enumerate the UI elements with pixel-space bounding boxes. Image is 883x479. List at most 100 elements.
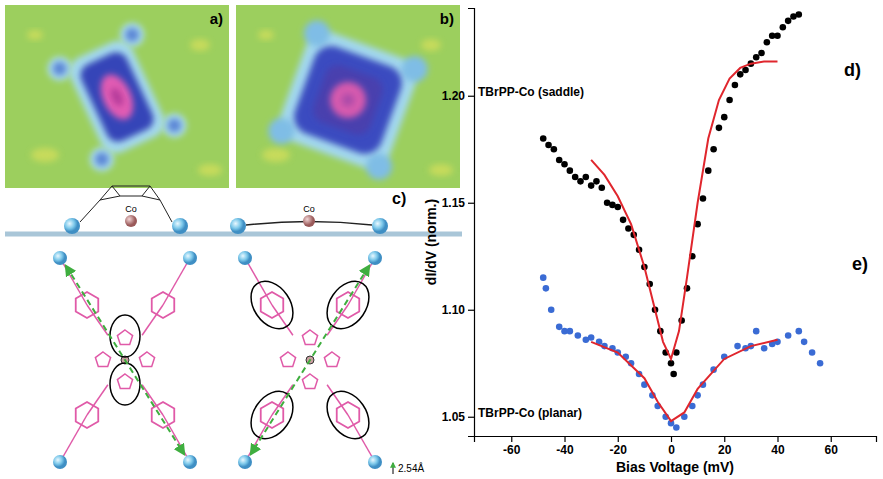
axis-line [468, 9, 475, 437]
figure: a)b)CoCo2.54Åc)-60-40-2002040601.051.101… [0, 0, 883, 479]
data-point [567, 167, 574, 174]
data-point [543, 285, 550, 292]
tick-mark [724, 436, 725, 442]
diagonal-arrow [66, 266, 184, 454]
series-label: TBrPP-Co (planar) [478, 406, 582, 420]
data-point [700, 195, 707, 202]
image-spot [27, 30, 43, 40]
pyrrole [324, 352, 339, 366]
br-bond [60, 258, 87, 305]
schematic: CoCo2.54Åc) [5, 186, 462, 474]
data-point [551, 146, 558, 153]
data-point [572, 174, 579, 181]
phenyl [76, 292, 99, 318]
br-bond [163, 415, 190, 462]
panel-label: c) [392, 190, 406, 207]
x-tick: 20 [718, 436, 732, 457]
diagonal-arrow [251, 266, 369, 454]
data-point [780, 24, 787, 31]
data-point [561, 161, 568, 168]
adatom [368, 455, 382, 469]
adatom [64, 218, 80, 234]
x-tick: 60 [825, 436, 839, 457]
highlight [318, 383, 377, 446]
pyrrole [302, 374, 317, 388]
center [94, 69, 140, 124]
data-point [753, 54, 760, 61]
image-spot [190, 39, 210, 51]
fit-line [591, 340, 777, 421]
tick-mark [468, 203, 474, 204]
phenyl [337, 402, 360, 428]
molecule-image [265, 17, 432, 184]
y-axis-title: dI/dV (norm.) [423, 199, 439, 285]
adatom [53, 251, 67, 265]
inner [310, 62, 387, 139]
y-tick: 1.05 [442, 410, 474, 424]
phenyl [261, 292, 284, 318]
y-axis: 1.051.101.151.20 [442, 9, 475, 437]
highlight [242, 273, 301, 336]
phenyl [152, 292, 175, 318]
highlight [110, 315, 140, 357]
pyrrole [117, 330, 132, 344]
data-point [614, 204, 621, 211]
body [289, 41, 407, 159]
lobe [300, 17, 333, 50]
data-point [764, 39, 771, 46]
data-point [705, 167, 712, 174]
data-point [577, 178, 584, 185]
scale-label: 2.54Å [398, 462, 424, 474]
center [325, 77, 371, 123]
x-tick: -20 [610, 436, 628, 457]
image-background [5, 5, 229, 188]
data-point [796, 11, 803, 18]
data-point [670, 371, 677, 378]
data-point [548, 306, 555, 313]
data-point [726, 97, 733, 104]
y-tick: 1.20 [442, 89, 474, 103]
data-point [583, 174, 590, 181]
data-point [588, 182, 595, 189]
body [77, 48, 158, 145]
fit-line [591, 62, 777, 359]
data-point [556, 157, 563, 164]
adatom [53, 455, 67, 469]
co-atom [125, 215, 137, 227]
image-spot [429, 164, 453, 176]
x-tick: 0 [668, 436, 675, 457]
tick-mark [468, 96, 474, 97]
data-point [620, 217, 627, 224]
lobe [362, 150, 395, 183]
data-point [673, 424, 680, 431]
tick-label: 1.15 [442, 196, 466, 210]
data-point [737, 71, 744, 78]
lobe [265, 114, 298, 147]
data-point [785, 18, 792, 25]
tick-label: 20 [718, 443, 732, 457]
phenyl [261, 402, 284, 428]
panel-label: d) [844, 60, 861, 80]
lobe-core [165, 116, 184, 135]
tick-label: -40 [556, 443, 574, 457]
x-tick: -40 [556, 436, 574, 457]
pyrrole [280, 352, 295, 366]
data-point [796, 328, 803, 335]
adatom [238, 251, 252, 265]
data-point [721, 114, 728, 121]
x-tick: -60 [503, 436, 521, 457]
tick-mark [618, 436, 619, 442]
tick-label: 60 [825, 443, 839, 457]
adatom [172, 218, 188, 234]
highlight [318, 273, 377, 336]
panel-label: a) [210, 10, 223, 27]
data-point [710, 146, 717, 153]
x-tick: 40 [771, 436, 785, 457]
data-point [575, 332, 582, 339]
data-point [809, 349, 816, 356]
data-point [761, 345, 768, 352]
pyrrole [139, 352, 154, 366]
tick-label: -20 [610, 443, 628, 457]
tick-label: -60 [503, 443, 521, 457]
data-point [734, 343, 741, 350]
